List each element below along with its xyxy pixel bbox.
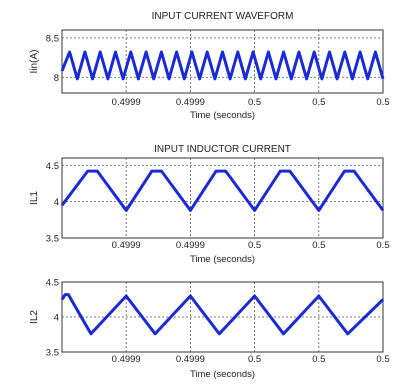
y-axis-label: IL2 [29, 310, 40, 324]
chart-panel-1: 0.4999 0.4999 0.5 0.5 0.5 8 8.5 INPUT CURRENT W… [29, 11, 390, 121]
x-tick-label: 0.5 [248, 354, 261, 365]
x-axis-label: Time (seconds) [190, 254, 255, 265]
x-tick-label: 0.5 [312, 97, 325, 108]
chart-panel-2: 0.4999 0.4999 0.5 0.5 0.5 3.5 4 4.5 INPUT INDUCT… [29, 144, 390, 265]
x-axis-label: Time (seconds) [190, 110, 255, 121]
x-tick-label: 0.4999 [112, 97, 141, 108]
x-tick-label: 0.5 [248, 97, 261, 108]
y-tick-label: 3.5 [46, 348, 59, 359]
x-tick-label: 0.4999 [176, 354, 205, 365]
y-tick-label: 4 [54, 197, 59, 208]
y-axis-label: IL1 [29, 191, 40, 205]
y-tick-label: 4.5 [46, 278, 59, 289]
x-tick-label: 0.4999 [112, 240, 141, 251]
y-tick-label: 4.5 [46, 161, 59, 172]
chart-panel-3: 0.4999 0.4999 0.5 0.5 0.5 3.5 4 4.5 Time (second… [29, 278, 390, 381]
plot-area [61, 29, 384, 94]
x-axis-label: Time (seconds) [190, 369, 255, 380]
x-tick-label: 0.4999 [112, 354, 141, 365]
x-tick-label: 0.4999 [176, 240, 205, 251]
y-tick-label: 8 [54, 73, 59, 84]
x-tick-label: 0.5 [376, 97, 389, 108]
x-tick-label: 0.4999 [176, 97, 205, 108]
y-tick-label: 4 [54, 313, 59, 324]
x-tick-label: 0.5 [312, 354, 325, 365]
series-line [60, 293, 385, 336]
series-line [60, 50, 385, 81]
x-tick-label: 0.5 [248, 240, 261, 251]
chart-title: INPUT INDUCTOR CURRENT [154, 144, 291, 155]
x-tick-label: 0.5 [312, 240, 325, 251]
y-tick-label: 3.5 [46, 234, 59, 245]
x-tick-label: 0.5 [376, 240, 389, 251]
y-tick-label: 8.5 [46, 33, 59, 44]
y-axis-label: Iin(A) [29, 50, 40, 74]
chart-title: INPUT CURRENT WAVEFORM [152, 11, 294, 22]
series-line [60, 169, 385, 212]
x-tick-label: 0.5 [376, 354, 389, 365]
